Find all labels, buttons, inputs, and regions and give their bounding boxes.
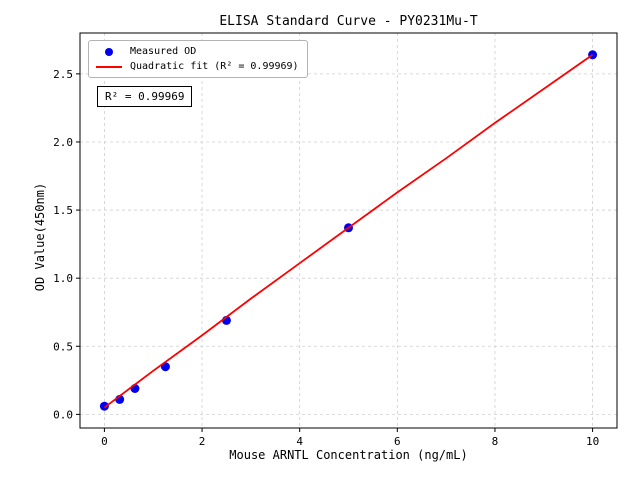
svg-text:0: 0 <box>101 435 108 448</box>
svg-text:10: 10 <box>586 435 599 448</box>
y-axis-label: OD Value(450nm) <box>33 182 47 292</box>
legend: Measured OD Quadratic fit (R² = 0.99969) <box>88 40 308 78</box>
svg-text:1.0: 1.0 <box>53 272 73 285</box>
svg-text:2: 2 <box>199 435 206 448</box>
legend-label-measured-od: Measured OD <box>130 46 197 57</box>
legend-item-quadratic-fit: Quadratic fit (R² = 0.99969) <box>95 61 299 72</box>
scatter-marker-icon <box>105 47 113 56</box>
svg-text:0.5: 0.5 <box>53 340 73 353</box>
x-axis-label: Mouse ARNTL Concentration (ng/mL) <box>229 448 468 462</box>
svg-text:8: 8 <box>492 435 499 448</box>
legend-item-measured-od: Measured OD <box>95 46 299 57</box>
svg-text:2.5: 2.5 <box>53 68 73 81</box>
line-marker-icon <box>96 65 122 68</box>
svg-text:0.0: 0.0 <box>53 408 73 421</box>
legend-label-quadratic-fit: Quadratic fit (R² = 0.99969) <box>130 61 299 72</box>
svg-text:6: 6 <box>394 435 401 448</box>
svg-text:2.0: 2.0 <box>53 136 73 149</box>
r-squared-annotation: R² = 0.99969 <box>97 86 193 107</box>
svg-text:4: 4 <box>296 435 303 448</box>
chart-title: ELISA Standard Curve - PY0231Mu-T <box>219 14 478 29</box>
svg-text:1.5: 1.5 <box>53 204 73 217</box>
